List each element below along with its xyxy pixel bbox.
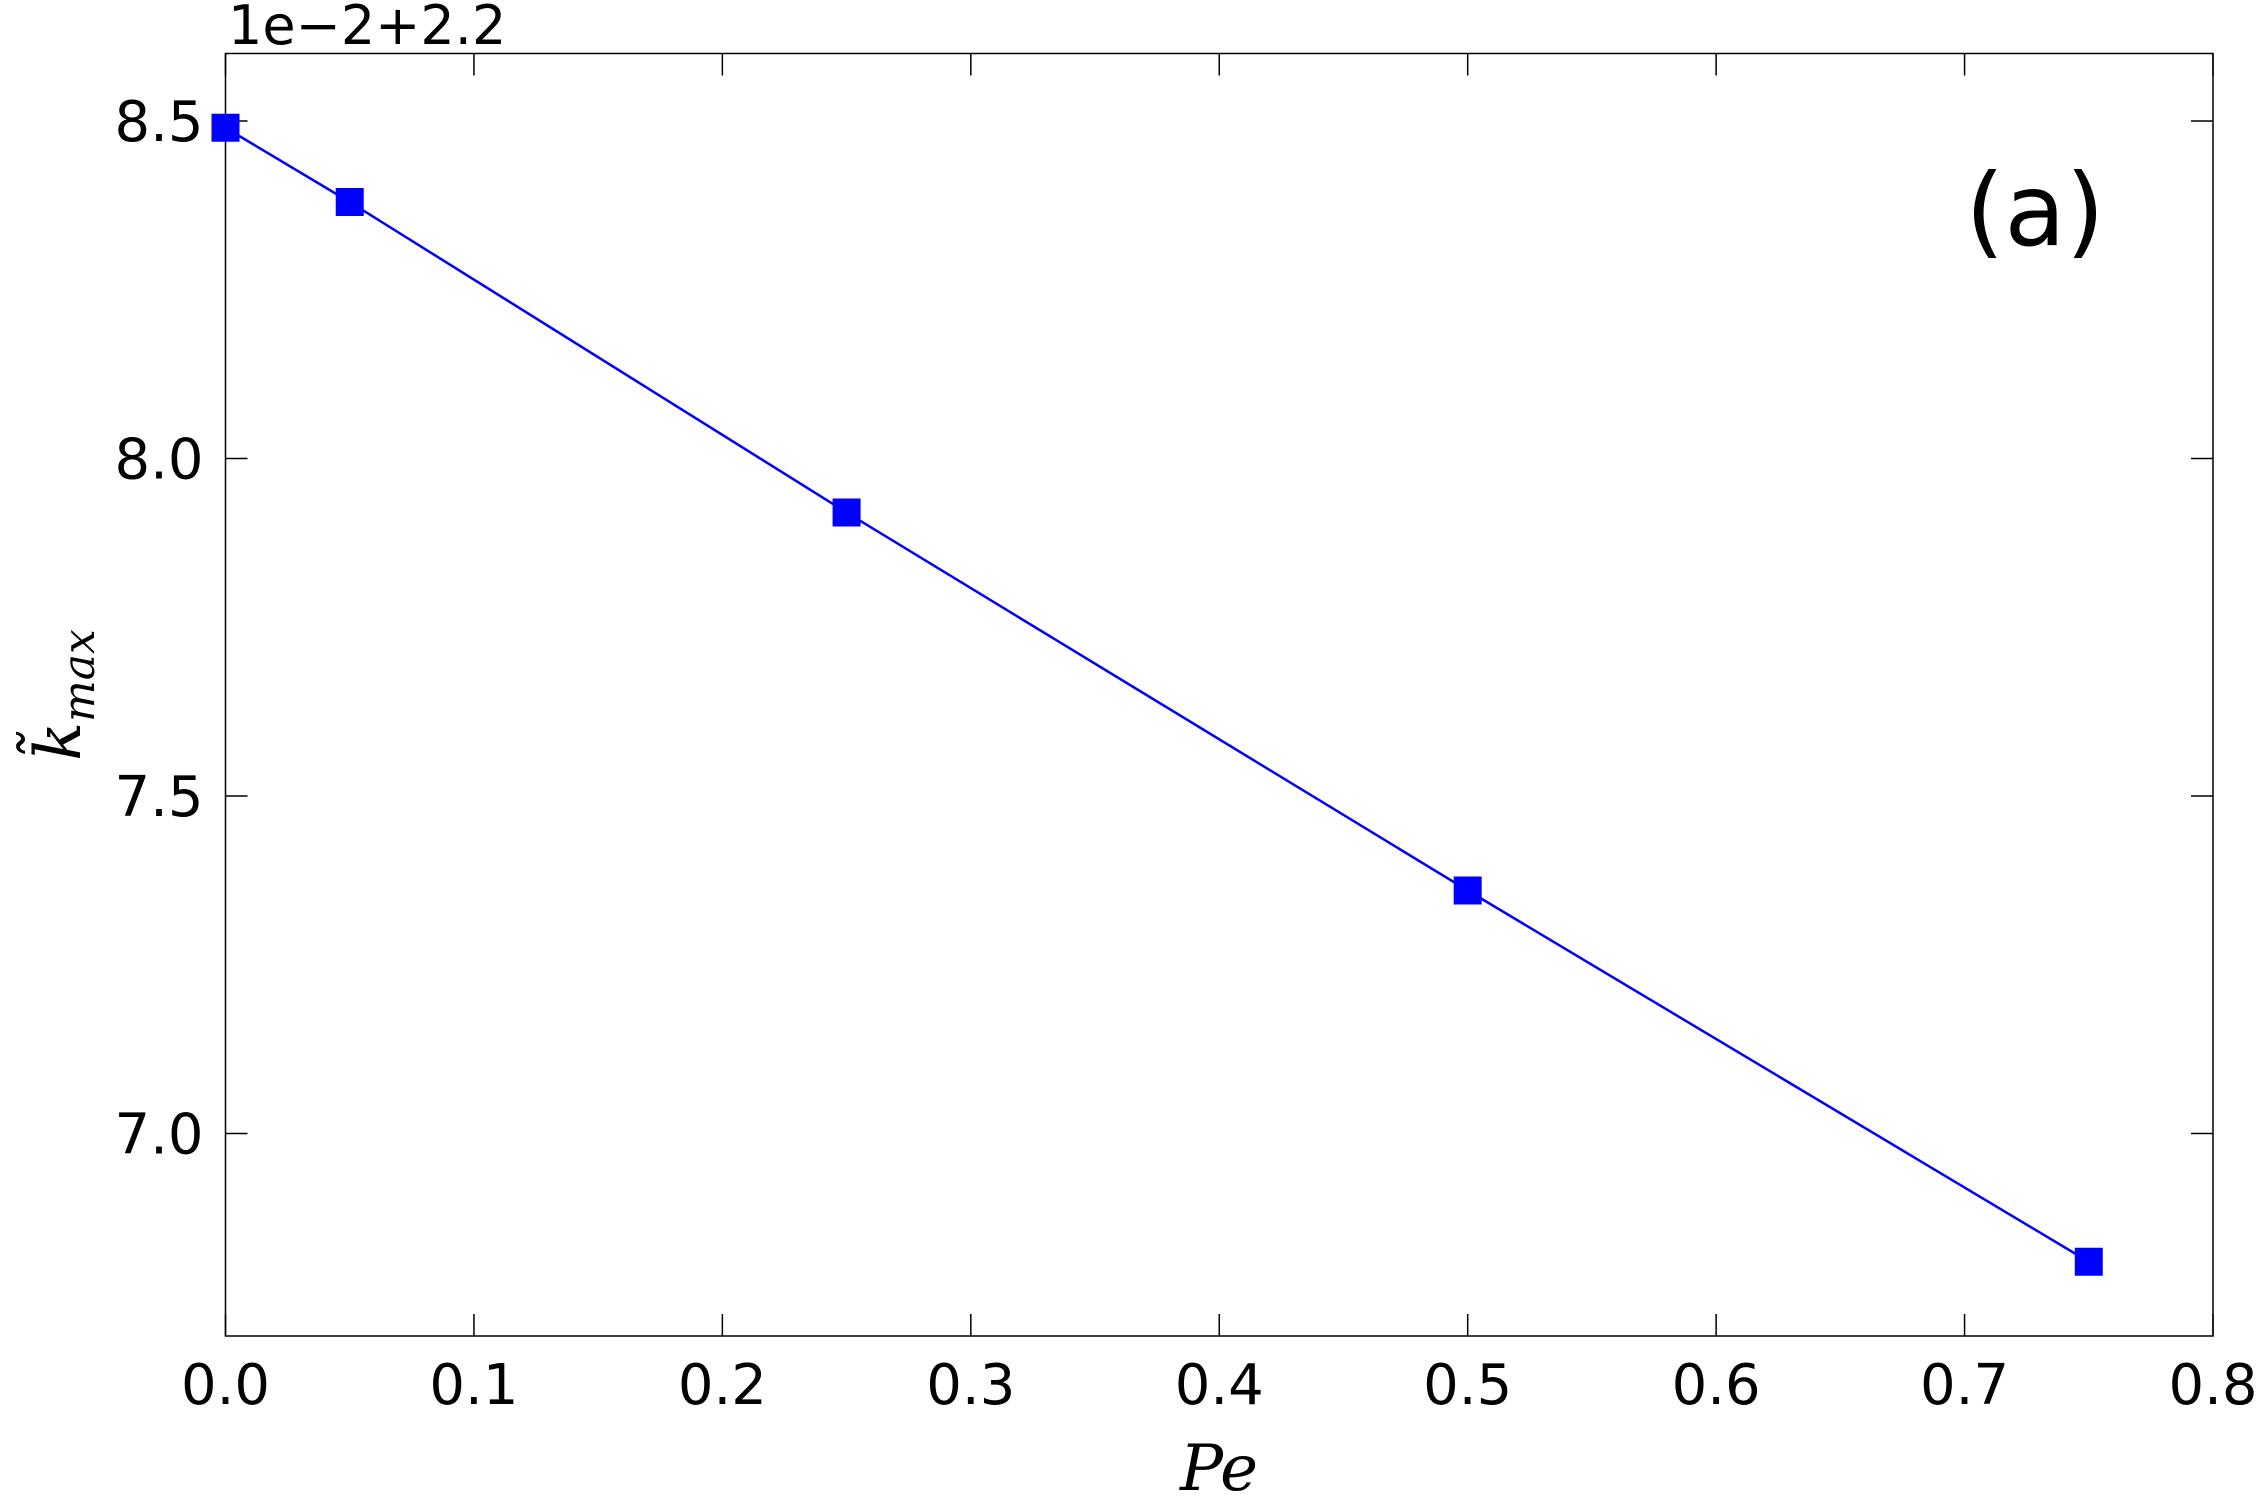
x-tick-label: 0.0 [181,1353,270,1418]
x-tick-label: 0.7 [1920,1353,2009,1418]
x-tick-label: 0.3 [926,1353,1015,1418]
plot-frame [224,52,2214,1337]
x-tick-label: 0.8 [2168,1353,2257,1418]
x-tick-label: 0.1 [429,1353,518,1418]
marker [335,188,364,216]
y-tick-label: 7.0 [114,1103,203,1168]
x-tick-label: 0.2 [678,1353,767,1418]
x-tick-label: 0.6 [1672,1353,1761,1418]
annotation: (a) [1965,152,2104,269]
marker [832,498,861,527]
marker [1453,876,1482,905]
y-tick-label: 8.5 [114,90,203,155]
x-tick-label: 0.4 [1175,1353,1264,1418]
offset-label: 1e−2+2.2 [228,0,506,57]
y-axis-label: k̃max [16,629,105,761]
marker [2074,1247,2103,1276]
x-axis-label: Pe [1179,1432,1258,1506]
y-tick-label: 7.5 [114,765,203,830]
y-tick-label: 8.0 [114,428,203,493]
y-axis-label-sub: max [54,629,105,722]
y-axis-label-base: k̃ [16,722,96,761]
marker [211,113,240,142]
x-tick-label: 0.5 [1423,1353,1512,1418]
series-line [224,126,2090,1263]
